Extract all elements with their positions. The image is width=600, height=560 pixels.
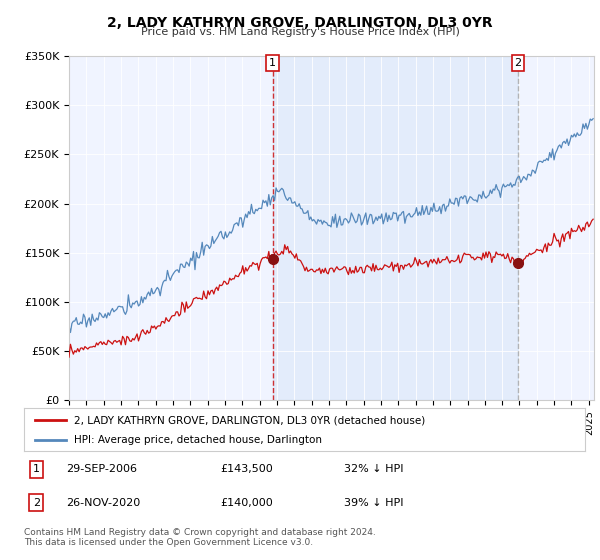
Text: Price paid vs. HM Land Registry's House Price Index (HPI): Price paid vs. HM Land Registry's House … <box>140 27 460 37</box>
Text: 2, LADY KATHRYN GROVE, DARLINGTON, DL3 0YR: 2, LADY KATHRYN GROVE, DARLINGTON, DL3 0… <box>107 16 493 30</box>
Text: HPI: Average price, detached house, Darlington: HPI: Average price, detached house, Darl… <box>74 435 322 445</box>
Text: 2, LADY KATHRYN GROVE, DARLINGTON, DL3 0YR (detached house): 2, LADY KATHRYN GROVE, DARLINGTON, DL3 0… <box>74 415 426 425</box>
Text: 39% ↓ HPI: 39% ↓ HPI <box>344 498 403 508</box>
Text: 32% ↓ HPI: 32% ↓ HPI <box>344 464 403 474</box>
Bar <box>272 56 518 400</box>
Text: Contains HM Land Registry data © Crown copyright and database right 2024.
This d: Contains HM Land Registry data © Crown c… <box>24 528 376 547</box>
Text: £140,000: £140,000 <box>220 498 273 508</box>
Text: 2: 2 <box>515 58 521 68</box>
Text: 1: 1 <box>33 464 40 474</box>
Text: 1: 1 <box>269 58 276 68</box>
Text: 26-NOV-2020: 26-NOV-2020 <box>66 498 140 508</box>
Text: 29-SEP-2006: 29-SEP-2006 <box>66 464 137 474</box>
Text: £143,500: £143,500 <box>220 464 273 474</box>
Text: 2: 2 <box>33 498 40 508</box>
